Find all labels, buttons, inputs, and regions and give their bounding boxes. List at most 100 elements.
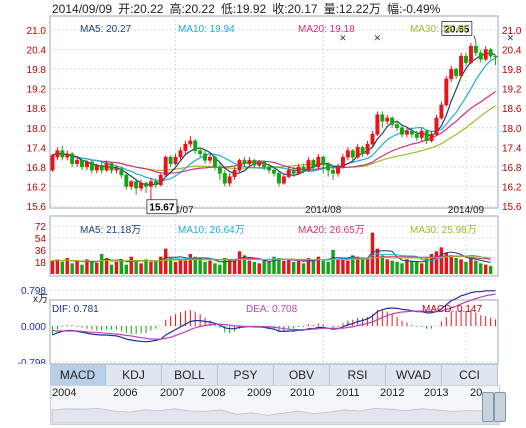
tab-boll[interactable]: BOLL xyxy=(162,365,218,385)
volume-bar xyxy=(193,256,197,274)
volume-bar xyxy=(277,258,281,274)
candle-body xyxy=(232,169,237,177)
volume-bar xyxy=(424,258,429,274)
volume-bar xyxy=(154,260,158,274)
candle-body xyxy=(272,169,276,174)
macd-legend-entry: DEA: 0.708 xyxy=(246,304,298,315)
price-legend-entry: MA20: 19.18 xyxy=(298,24,355,35)
quote-low: 低:19.92 xyxy=(220,2,267,16)
navigator-year-label: 2009 xyxy=(247,387,272,399)
volume-bar xyxy=(474,260,478,274)
candle-body xyxy=(257,161,262,166)
volume-bar xyxy=(85,259,89,274)
tab-psy[interactable]: PSY xyxy=(218,365,274,385)
volume-bar xyxy=(109,264,114,274)
volume-bar xyxy=(360,259,365,274)
price-ytick-right: 19.2 xyxy=(502,85,522,96)
candle-body xyxy=(70,153,75,164)
volume-bar xyxy=(242,255,247,274)
price-ytick-left: 18.0 xyxy=(27,124,47,135)
volume-bar xyxy=(429,254,434,274)
volume-bar xyxy=(464,262,468,274)
navigator-year-label: 2006 xyxy=(113,387,138,399)
volume-bar xyxy=(50,260,55,274)
tab-rsi[interactable]: RSI xyxy=(330,365,386,385)
volume-bar xyxy=(395,262,399,274)
tab-obv[interactable]: OBV xyxy=(274,365,330,385)
annotation-label: 20.65 xyxy=(444,24,469,35)
tab-macd[interactable]: MACD xyxy=(50,365,106,385)
candle-body xyxy=(286,169,291,177)
candle-body xyxy=(198,150,203,155)
price-ytick-left: 20.4 xyxy=(27,46,47,57)
price-ma20-line xyxy=(52,91,496,174)
candle-body xyxy=(385,117,390,122)
volume-bar xyxy=(95,262,99,274)
volume-bar xyxy=(390,260,394,274)
candle-body xyxy=(129,181,134,187)
tab-wvad[interactable]: WVAD xyxy=(386,365,442,385)
candle-body xyxy=(227,176,232,184)
candle-body xyxy=(247,160,252,164)
candle-body xyxy=(468,46,473,63)
volume-bar xyxy=(262,259,266,274)
tab-kdj[interactable]: KDJ xyxy=(106,365,162,385)
candle-body xyxy=(267,166,272,171)
volume-bar xyxy=(173,262,178,274)
volume-bar xyxy=(370,232,375,274)
macd-legend-entry: DIF: 0.781 xyxy=(52,304,99,315)
price-panel xyxy=(49,15,499,209)
volume-bar xyxy=(444,252,449,274)
macd-ytick: -0.798 xyxy=(18,358,47,364)
navigator-year-label: 2008 xyxy=(201,387,226,399)
price-ytick-right: 21.0 xyxy=(502,26,522,37)
volume-bar xyxy=(223,258,227,274)
candle-body xyxy=(208,156,212,161)
volume-bar xyxy=(326,262,330,274)
candle-body xyxy=(400,127,404,135)
candle-body xyxy=(395,124,400,129)
candle-body xyxy=(473,46,478,54)
time-navigator[interactable] xyxy=(50,385,500,425)
candle-body xyxy=(178,150,183,158)
event-marker-icon: ✕ xyxy=(507,33,515,43)
candle-body xyxy=(424,130,429,142)
price-ytick-right: 15.6 xyxy=(502,202,522,213)
candle-body xyxy=(336,166,340,174)
price-ytick-right: 20.4 xyxy=(502,46,522,57)
volume-bar xyxy=(454,258,458,274)
volume-bar xyxy=(296,260,301,274)
navigator-left-handle[interactable] xyxy=(482,392,494,422)
volume-bar xyxy=(410,260,414,274)
candle-body xyxy=(464,55,468,63)
navigator-right-handle[interactable] xyxy=(494,392,506,422)
price-ytick-left: 15.6 xyxy=(27,202,47,213)
price-ytick-left: 16.2 xyxy=(27,182,47,193)
candle-body xyxy=(370,134,375,145)
volume-bar xyxy=(415,262,419,274)
candle-body xyxy=(168,156,173,164)
macd-dea-line xyxy=(52,293,496,340)
chart-canvas[interactable]: 21.0 21.0 20.4 20.4 19.8 19.8 19.2 19.2 18.6 18.6… xyxy=(0,0,526,364)
volume-legend-entry: MA30: 25.98万 xyxy=(410,225,477,236)
candle-body xyxy=(311,160,316,168)
tab-cci[interactable]: CCI xyxy=(442,365,498,385)
price-ytick-left: 18.6 xyxy=(27,104,47,115)
candle-body xyxy=(139,182,144,189)
candle-body xyxy=(89,161,94,171)
candle-body xyxy=(163,156,168,176)
volume-bar xyxy=(203,262,207,274)
volume-bar xyxy=(159,256,163,274)
candle-body xyxy=(321,156,326,164)
candle-body xyxy=(355,147,360,158)
volume-bar xyxy=(385,259,389,274)
candle-body xyxy=(153,181,158,186)
candle-body xyxy=(217,166,222,174)
volume-bar xyxy=(405,259,409,274)
candle-body xyxy=(454,68,459,76)
candle-body xyxy=(183,143,188,151)
volume-bar xyxy=(488,266,493,274)
volume-legend-entry: MA5: 21.18万 xyxy=(80,225,141,236)
volume-bar xyxy=(213,263,217,274)
volume-bar xyxy=(355,256,360,274)
